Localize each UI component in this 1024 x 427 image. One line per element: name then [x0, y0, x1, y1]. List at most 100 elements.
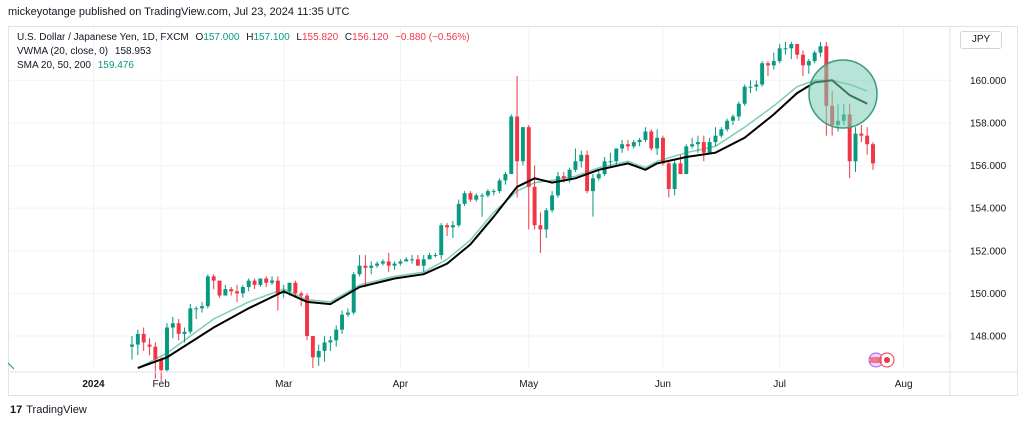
candle-body: [293, 282, 298, 294]
candle-body: [853, 133, 858, 162]
candle-body: [660, 137, 665, 164]
candle-body: [287, 282, 292, 292]
candle-body: [497, 180, 502, 192]
candle-body: [485, 191, 490, 196]
candle-body: [235, 291, 239, 294]
candle-body: [135, 333, 140, 345]
candle-body: [468, 193, 473, 200]
candle-body: [532, 186, 537, 226]
candle-body: [672, 163, 677, 189]
candle-body: [410, 259, 415, 261]
legend-vwma-row[interactable]: VWMA (20, close, 0) 158.953: [17, 45, 474, 59]
candle-body: [550, 195, 555, 211]
candle-body: [713, 135, 718, 143]
chart-legend: U.S. Dollar / Japanese Yen, 1D, FXCM O15…: [17, 31, 474, 73]
close-value: 156.120: [352, 32, 389, 43]
candle-body: [450, 225, 455, 228]
candle-body: [760, 63, 765, 85]
candle-body: [555, 176, 560, 196]
low-label: L: [296, 32, 302, 43]
vwma-value: 158.953: [114, 46, 152, 57]
price-tick-label: 160.000: [970, 76, 1007, 87]
candle-body: [725, 120, 730, 130]
candle-body: [316, 350, 321, 358]
candle-body: [515, 116, 520, 162]
left-edge-mark: [7, 362, 15, 370]
price-tick-label: 152.000: [970, 246, 1007, 257]
candle-body: [707, 142, 712, 153]
brand-name: TradingView: [26, 404, 87, 416]
ohlc-high: H157.100: [246, 32, 289, 43]
candle-body: [415, 259, 420, 266]
sma-label: SMA 20, 50, 200: [17, 60, 91, 71]
time-tick-label: Apr: [393, 379, 409, 390]
sma-value: 159.476: [97, 60, 134, 71]
candle-body: [818, 46, 823, 53]
symbol-name: U.S. Dollar / Japanese Yen, 1D, FXCM: [17, 32, 189, 43]
time-tick-label: Jun: [655, 379, 671, 390]
candle-body: [520, 127, 525, 162]
currency-flags-icon: [868, 352, 895, 368]
candle-body: [754, 84, 759, 87]
candle-body: [579, 154, 584, 162]
candle-body: [217, 280, 222, 296]
candle-body: [392, 263, 397, 266]
candle-body: [742, 86, 747, 104]
candle-body: [596, 174, 601, 179]
sma-line-layer: [137, 79, 868, 369]
grid: [10, 27, 950, 368]
candle-body: [188, 308, 193, 332]
price-axis: 148.000 150.000 152.000 154.000 156.000 158.0…: [949, 27, 1007, 395]
candle-body: [310, 336, 315, 358]
candle-body: [328, 340, 333, 343]
candle-body: [859, 133, 864, 136]
candle-body: [812, 52, 817, 62]
candle-body: [731, 116, 735, 121]
candle-body: [433, 255, 438, 257]
candle-body: [655, 137, 660, 149]
candle-body: [666, 163, 671, 189]
time-tick-label: May: [519, 379, 538, 390]
currency-selector[interactable]: JPY: [960, 31, 1002, 49]
candle-body: [240, 287, 245, 294]
candle-body: [211, 276, 216, 281]
candle-body: [491, 191, 496, 193]
candle-body: [299, 293, 304, 296]
ohlc-close: C156.120: [345, 32, 388, 43]
ohlc-open: O157.000: [196, 32, 240, 43]
candle-body: [736, 103, 741, 117]
candle-body: [357, 265, 362, 275]
chart-panel[interactable]: [8, 26, 1018, 396]
candle-body: [573, 161, 578, 170]
legend-sma-row[interactable]: SMA 20, 50, 200 159.476: [17, 59, 474, 73]
tradingview-footer[interactable]: 17 TradingView: [10, 404, 87, 416]
candle-body: [194, 308, 199, 310]
close-label: C: [344, 32, 353, 43]
candle-body: [205, 276, 210, 307]
candle-body: [608, 161, 613, 163]
candle-body: [159, 359, 164, 371]
candle-body: [631, 142, 636, 147]
candle-body: [561, 176, 566, 179]
price-tick-label: 158.000: [970, 118, 1007, 129]
legend-symbol-row: U.S. Dollar / Japanese Yen, 1D, FXCM O15…: [17, 31, 474, 45]
candle-body: [182, 331, 187, 334]
time-tick-label: 2024: [82, 379, 105, 390]
candle-body: [386, 261, 391, 266]
jp-flag-dot: [884, 357, 890, 363]
price-tick-label: 156.000: [970, 161, 1007, 172]
candle-body: [538, 225, 543, 230]
candle-body: [695, 142, 700, 145]
candle-body: [620, 144, 625, 149]
highlight-layer: [7, 59, 895, 370]
price-tick-label: 154.000: [970, 204, 1007, 215]
candle-body: [625, 144, 630, 147]
candle-body: [690, 144, 695, 147]
candle-body: [649, 131, 654, 149]
vwma-line: [137, 79, 868, 369]
candle-body: [153, 346, 158, 360]
candle-body: [777, 48, 782, 62]
price-tick-label: 150.000: [970, 289, 1007, 300]
candle-body: [795, 44, 800, 55]
